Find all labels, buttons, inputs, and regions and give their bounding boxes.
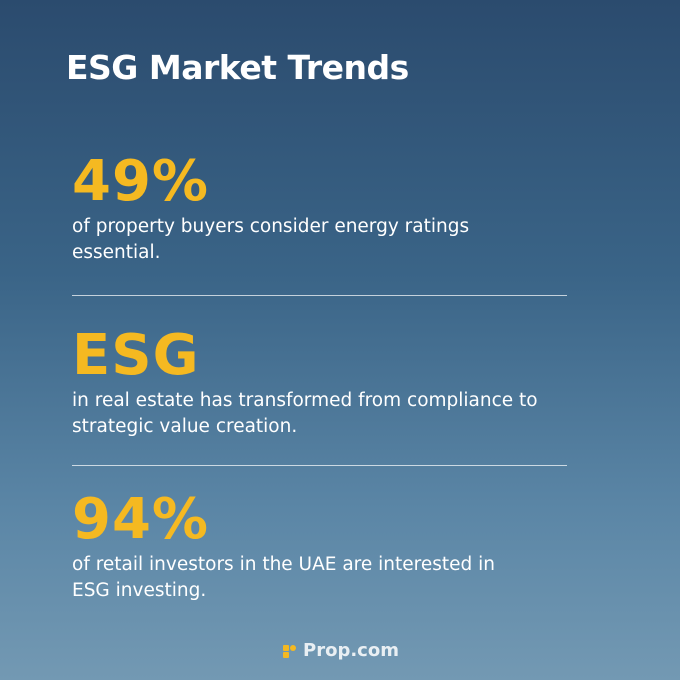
divider — [72, 295, 567, 296]
stat-block-esg: ESG in real estate has transformed from … — [72, 326, 592, 440]
stat-value: 94% — [72, 487, 210, 552]
brand-name: Prop.com — [303, 640, 399, 661]
stat-block-buyers: 49% of property buyers consider energy r… — [72, 152, 592, 266]
stat-description: of retail investors in the UAE are inter… — [72, 554, 495, 601]
prop-logo-icon — [281, 642, 299, 660]
divider — [72, 465, 567, 466]
footer-brand: Prop.com — [0, 640, 680, 661]
stat-description: in real estate has transformed from comp… — [72, 390, 538, 437]
stat-value: 49% — [72, 149, 210, 214]
stat-value: ESG — [72, 323, 200, 388]
stat-description: of property buyers consider energy ratin… — [72, 216, 470, 263]
stat-block-investors: 94% of retail investors in the UAE are i… — [72, 490, 592, 604]
page-title: ESG Market Trends — [66, 48, 409, 87]
